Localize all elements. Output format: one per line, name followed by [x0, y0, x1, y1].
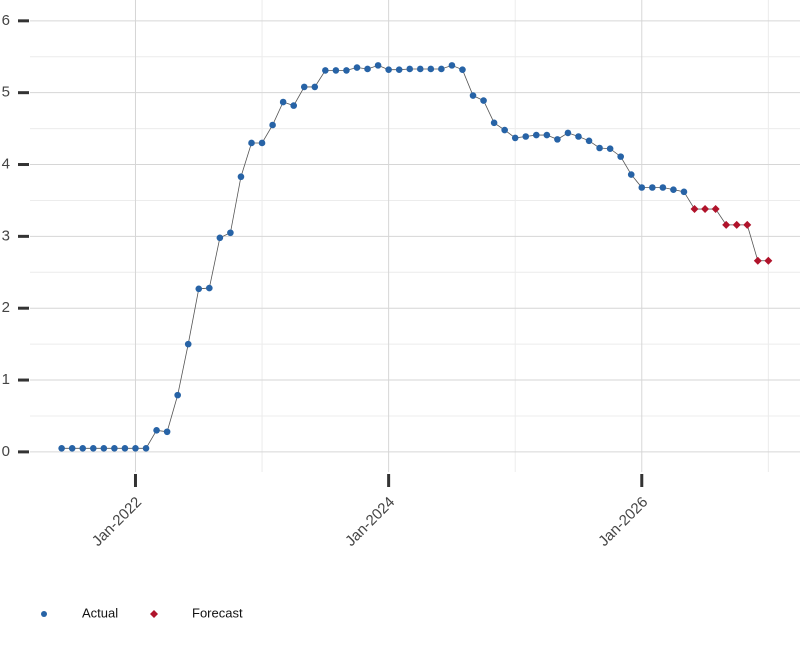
point: [638, 184, 646, 191]
point: [406, 65, 414, 73]
legend-marker: [150, 610, 158, 618]
y-tick-label: 2: [2, 299, 10, 316]
point: [132, 444, 139, 452]
point: [448, 62, 456, 69]
point: [343, 67, 350, 74]
point: [184, 340, 192, 348]
point: [764, 256, 773, 265]
point: [469, 92, 477, 99]
point: [322, 67, 329, 74]
point: [311, 83, 319, 91]
legend-marker: [41, 611, 47, 617]
point: [649, 184, 656, 191]
series-line: [61, 64, 685, 449]
point: [585, 137, 593, 145]
legend-label: Forecast: [192, 605, 243, 620]
point: [216, 234, 224, 242]
point: [480, 97, 487, 104]
y-tick-label: 0: [2, 443, 10, 460]
point: [58, 444, 65, 452]
point: [753, 256, 762, 265]
point: [617, 153, 624, 160]
x-tick-label: Jan-2024: [342, 494, 398, 550]
point: [227, 229, 234, 237]
point: [543, 131, 551, 139]
point: [533, 131, 540, 139]
point: [395, 66, 403, 73]
point: [174, 391, 181, 399]
point: [564, 129, 572, 137]
point: [722, 220, 731, 229]
series-line: [694, 208, 769, 262]
y-tick-label: 6: [2, 12, 10, 29]
point: [79, 444, 87, 452]
point: [711, 205, 720, 214]
point: [596, 144, 603, 152]
point: [353, 64, 361, 71]
x-tick-label: Jan-2026: [595, 494, 651, 550]
point: [332, 67, 340, 74]
point: [279, 98, 287, 106]
point: [195, 285, 203, 293]
point: [501, 126, 508, 134]
point: [374, 62, 382, 69]
point: [111, 444, 118, 452]
point: [206, 284, 213, 292]
point: [490, 119, 498, 127]
point: [68, 444, 76, 452]
point: [142, 444, 150, 452]
point: [438, 65, 445, 73]
point: [511, 134, 519, 142]
point: [554, 136, 561, 143]
point: [163, 428, 171, 436]
point: [743, 220, 752, 229]
point: [89, 444, 97, 452]
point: [690, 205, 699, 214]
point: [427, 65, 435, 73]
point: [121, 444, 129, 452]
point: [269, 121, 276, 129]
y-tick-label: 4: [2, 155, 10, 172]
point: [153, 427, 160, 434]
point: [606, 145, 614, 153]
y-tick-label: 5: [2, 84, 10, 101]
y-tick-label: 1: [2, 371, 10, 388]
point: [459, 66, 466, 73]
point: [522, 133, 530, 140]
point: [701, 205, 710, 214]
legend-label: Actual: [82, 605, 118, 620]
point: [300, 83, 308, 91]
x-tick-label: Jan-2022: [89, 494, 145, 550]
point: [670, 186, 677, 193]
point: [100, 444, 108, 452]
point: [290, 102, 297, 109]
point: [237, 173, 245, 181]
point: [575, 133, 582, 140]
y-tick-label: 3: [2, 227, 10, 244]
point: [258, 139, 266, 147]
point: [364, 65, 371, 73]
point: [627, 171, 635, 178]
connector-line: [683, 191, 695, 210]
point: [659, 184, 667, 191]
point: [732, 220, 741, 229]
point: [416, 65, 424, 73]
point: [385, 66, 392, 73]
point: [248, 139, 255, 147]
point: [680, 188, 688, 196]
